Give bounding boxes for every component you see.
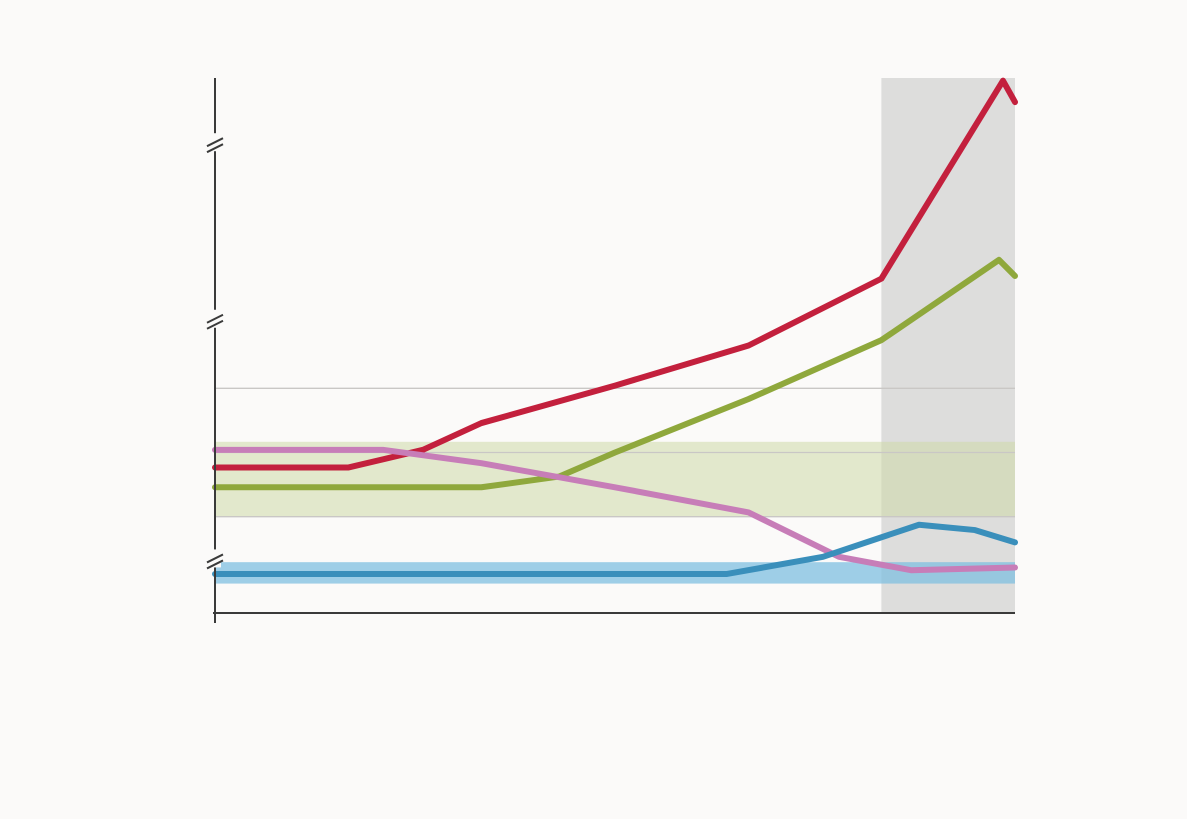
analyte-concentration-chart [0, 0, 1187, 819]
chart-svg [0, 0, 1187, 819]
